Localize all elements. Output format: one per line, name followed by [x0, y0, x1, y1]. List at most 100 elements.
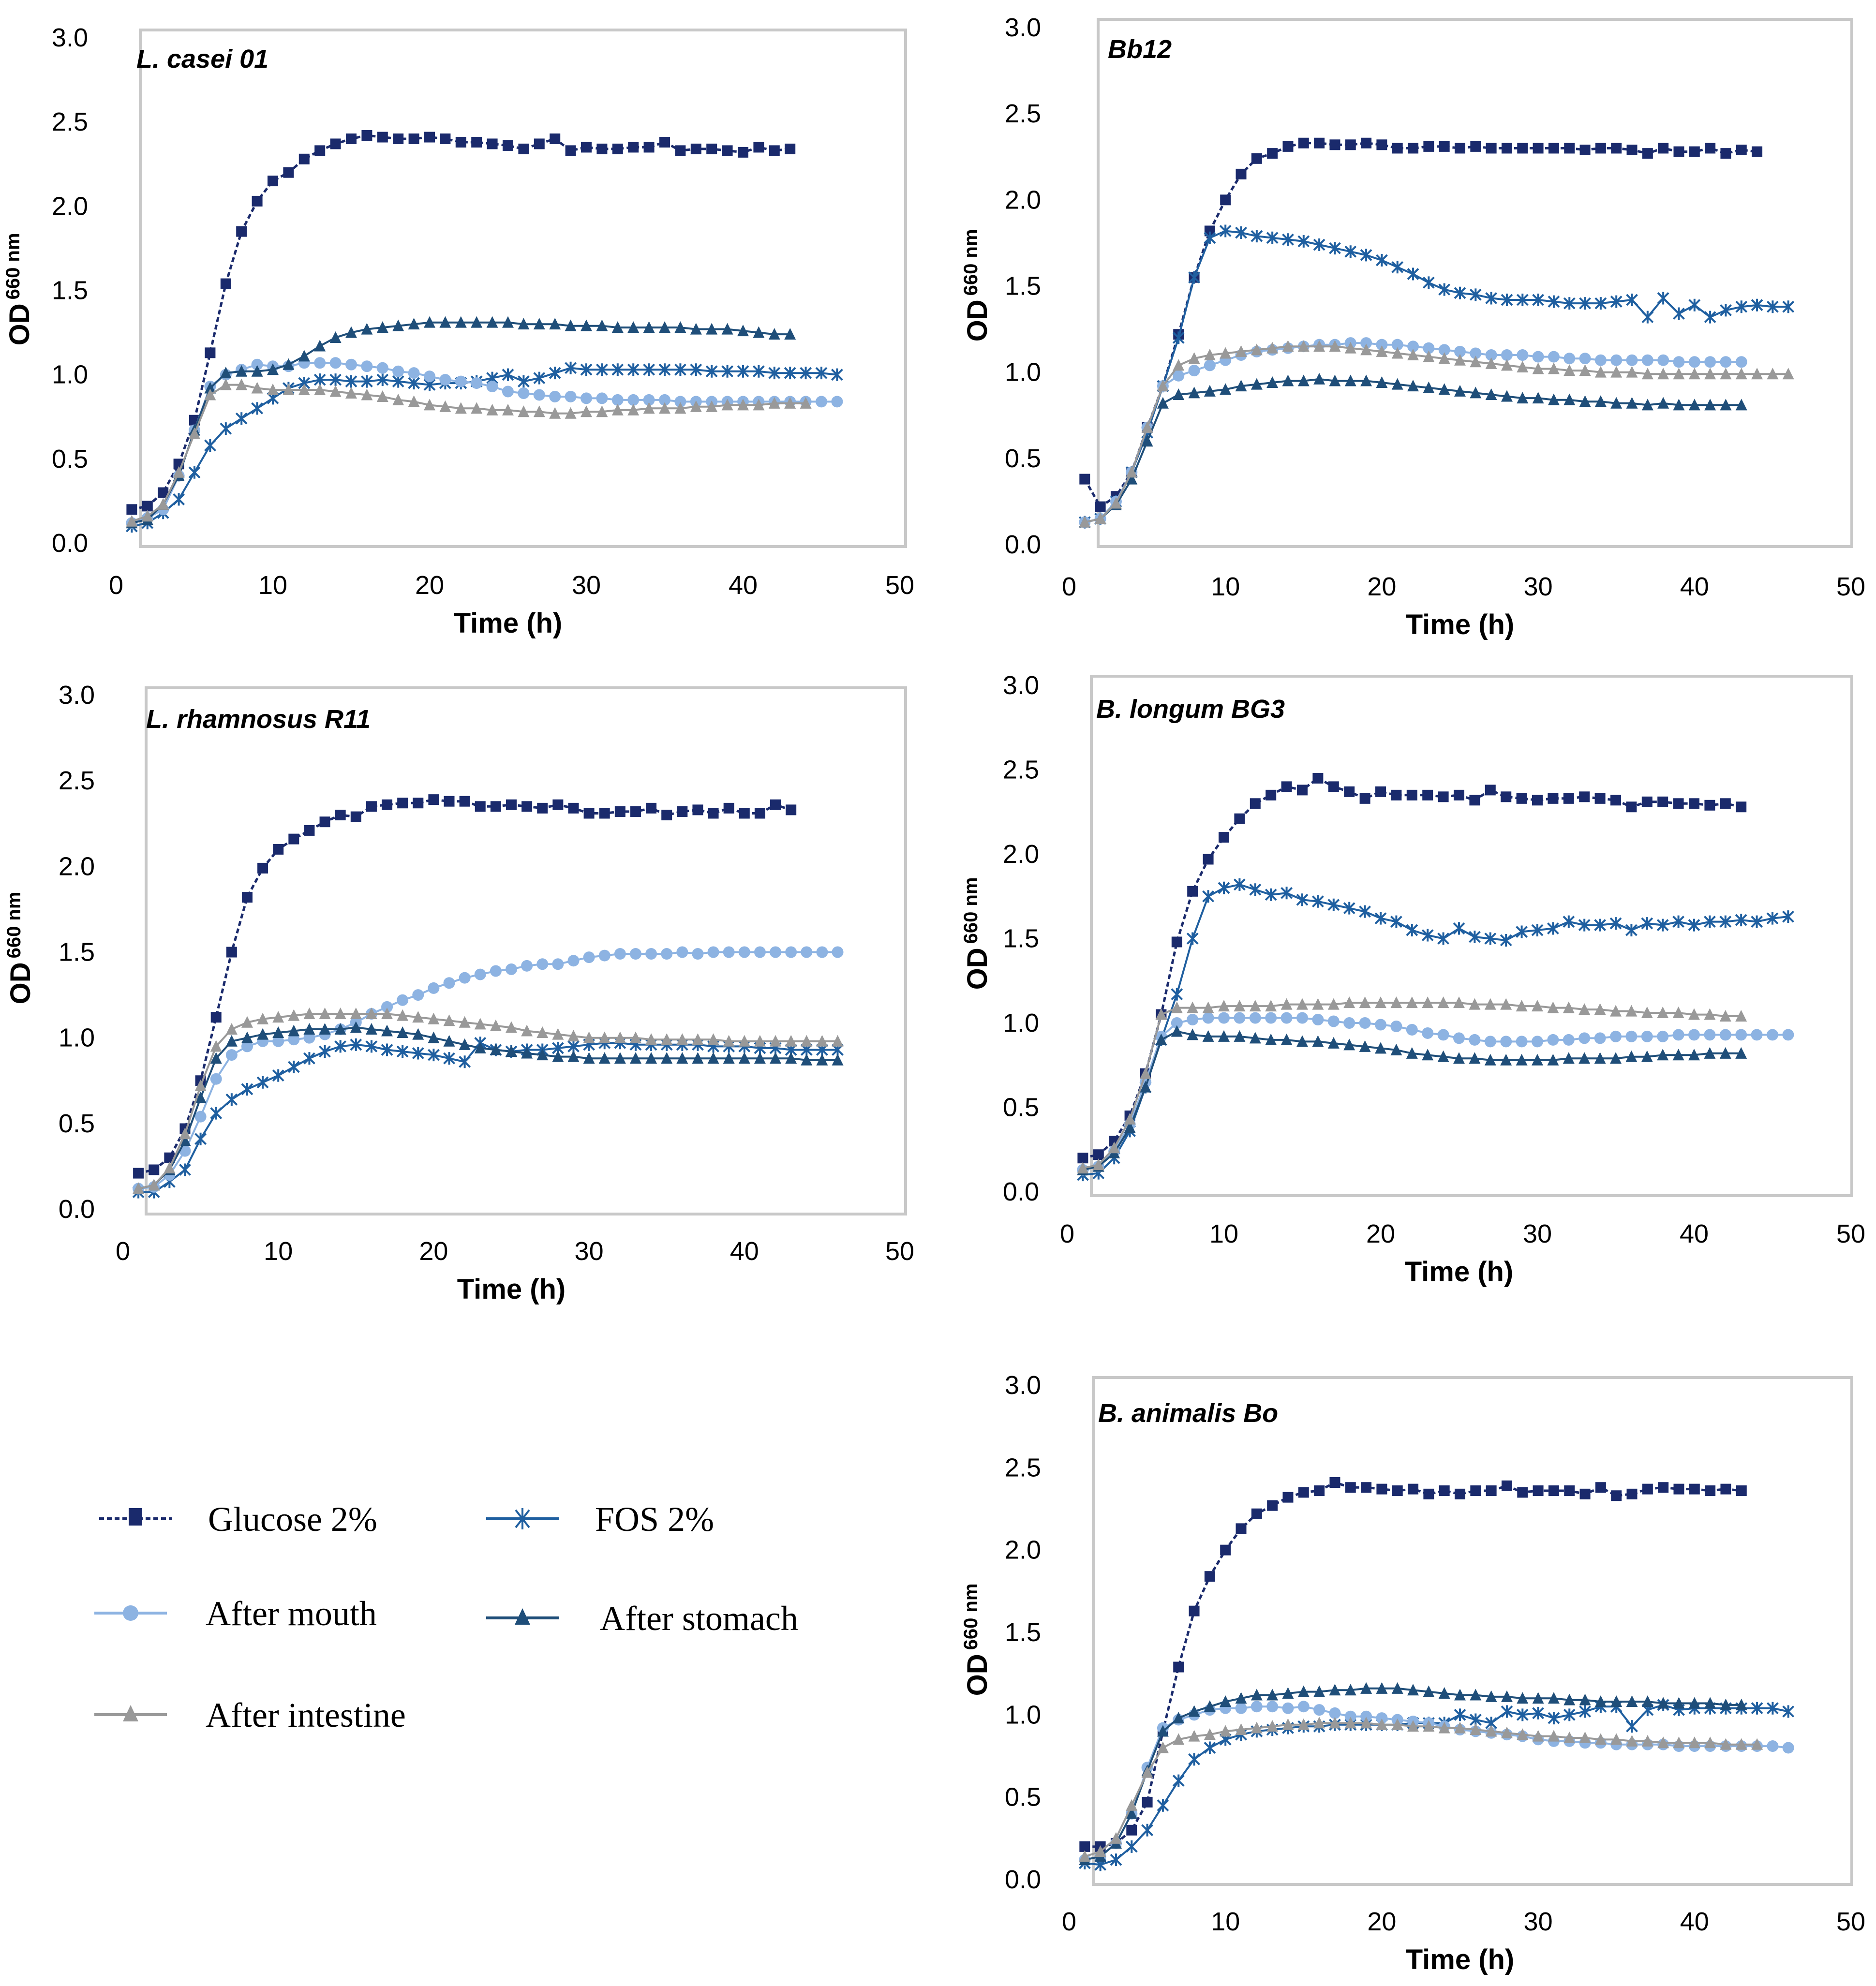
data-point [1391, 261, 1404, 274]
data-point [1579, 1705, 1591, 1718]
data-point [800, 367, 812, 380]
data-point [1751, 915, 1763, 928]
data-point [412, 1047, 424, 1060]
data-point [1360, 343, 1372, 356]
data-point [690, 323, 702, 335]
data-point [334, 1040, 347, 1053]
data-point [251, 402, 264, 415]
data-point [1641, 1030, 1653, 1042]
x-tick-label: 10 [1209, 1219, 1238, 1248]
data-point [376, 321, 388, 333]
data-point [1220, 347, 1232, 359]
data-point [816, 396, 827, 408]
legend-entry-fos: FOS 2% [486, 1500, 714, 1539]
data-point [1093, 1149, 1104, 1160]
y-tick-label: 0.5 [1003, 1093, 1039, 1122]
data-point [1673, 368, 1685, 380]
data-point [1658, 1482, 1669, 1493]
data-point [392, 375, 404, 388]
data-point [188, 466, 201, 479]
data-point [1688, 1697, 1700, 1709]
series-mouth [126, 357, 843, 529]
series-line [1084, 142, 1757, 509]
series-line [1084, 1722, 1757, 1858]
y-tick-label: 0.0 [1003, 1177, 1039, 1206]
data-point [1469, 1052, 1481, 1064]
y-axis-title: OD 660 nm [960, 877, 993, 990]
x-tick-label: 30 [1523, 1219, 1552, 1248]
data-point [1688, 1049, 1700, 1061]
data-point [1485, 292, 1498, 305]
data-point [486, 403, 498, 415]
data-point [831, 396, 843, 408]
data-point [596, 405, 608, 417]
data-point [628, 142, 639, 153]
data-point [1376, 376, 1388, 388]
data-point [646, 802, 657, 814]
data-point [1142, 1796, 1153, 1808]
data-point [1314, 1485, 1325, 1497]
data-point [1297, 1685, 1310, 1697]
data-point [502, 385, 514, 398]
data-point [1594, 366, 1607, 378]
data-point [1360, 374, 1372, 386]
data-point [490, 1043, 502, 1055]
data-point [674, 402, 686, 414]
data-point [1517, 360, 1529, 372]
data-point [1689, 1483, 1700, 1495]
data-point [723, 946, 735, 958]
data-point [1282, 340, 1294, 352]
data-point [1376, 1682, 1388, 1694]
x-axis-title: Time (h) [1406, 609, 1515, 640]
data-point [537, 802, 548, 814]
data-point [1361, 1482, 1372, 1493]
data-point [1501, 349, 1513, 361]
data-point [1720, 798, 1731, 809]
data-point [1204, 1741, 1216, 1754]
data-point [1110, 1853, 1122, 1867]
data-point [1329, 1477, 1340, 1488]
data-point [1656, 919, 1669, 932]
data-point [1470, 386, 1482, 399]
data-point [1439, 1485, 1450, 1497]
data-point [723, 1052, 735, 1064]
data-point [194, 1079, 207, 1091]
data-point [298, 350, 310, 362]
y-tick-label: 2.0 [1003, 840, 1039, 869]
data-point [1453, 1052, 1465, 1064]
data-point [1187, 1001, 1199, 1013]
data-point [1610, 366, 1623, 378]
data-point [350, 1008, 362, 1020]
data-point [692, 1033, 704, 1045]
data-point [707, 946, 719, 958]
data-point [1563, 1001, 1575, 1013]
data-point [1376, 1483, 1387, 1495]
data-point [785, 1052, 797, 1064]
data-point [1280, 1033, 1293, 1045]
x-tick-label: 40 [729, 571, 758, 600]
data-point [1298, 137, 1309, 148]
data-point [784, 328, 796, 340]
legend-label: FOS 2% [595, 1500, 714, 1539]
data-point [1343, 902, 1355, 915]
data-point [1485, 785, 1496, 796]
data-point [471, 402, 483, 414]
series-line [1084, 1705, 1788, 1861]
data-point [536, 1026, 549, 1038]
data-point [1704, 1008, 1716, 1020]
data-point [533, 371, 546, 385]
data-point [1235, 1702, 1247, 1714]
data-point [1218, 881, 1230, 894]
data-point [723, 802, 734, 814]
data-point [815, 367, 828, 380]
data-point [1312, 1014, 1324, 1026]
data-point [439, 400, 451, 412]
data-point [1079, 474, 1090, 485]
data-point [1517, 349, 1529, 361]
data-point [1360, 1717, 1372, 1729]
data-point [1704, 356, 1716, 368]
data-point [1407, 349, 1419, 361]
data-point [1735, 1010, 1747, 1022]
data-point [1657, 1049, 1669, 1061]
data-point [1343, 996, 1355, 1008]
